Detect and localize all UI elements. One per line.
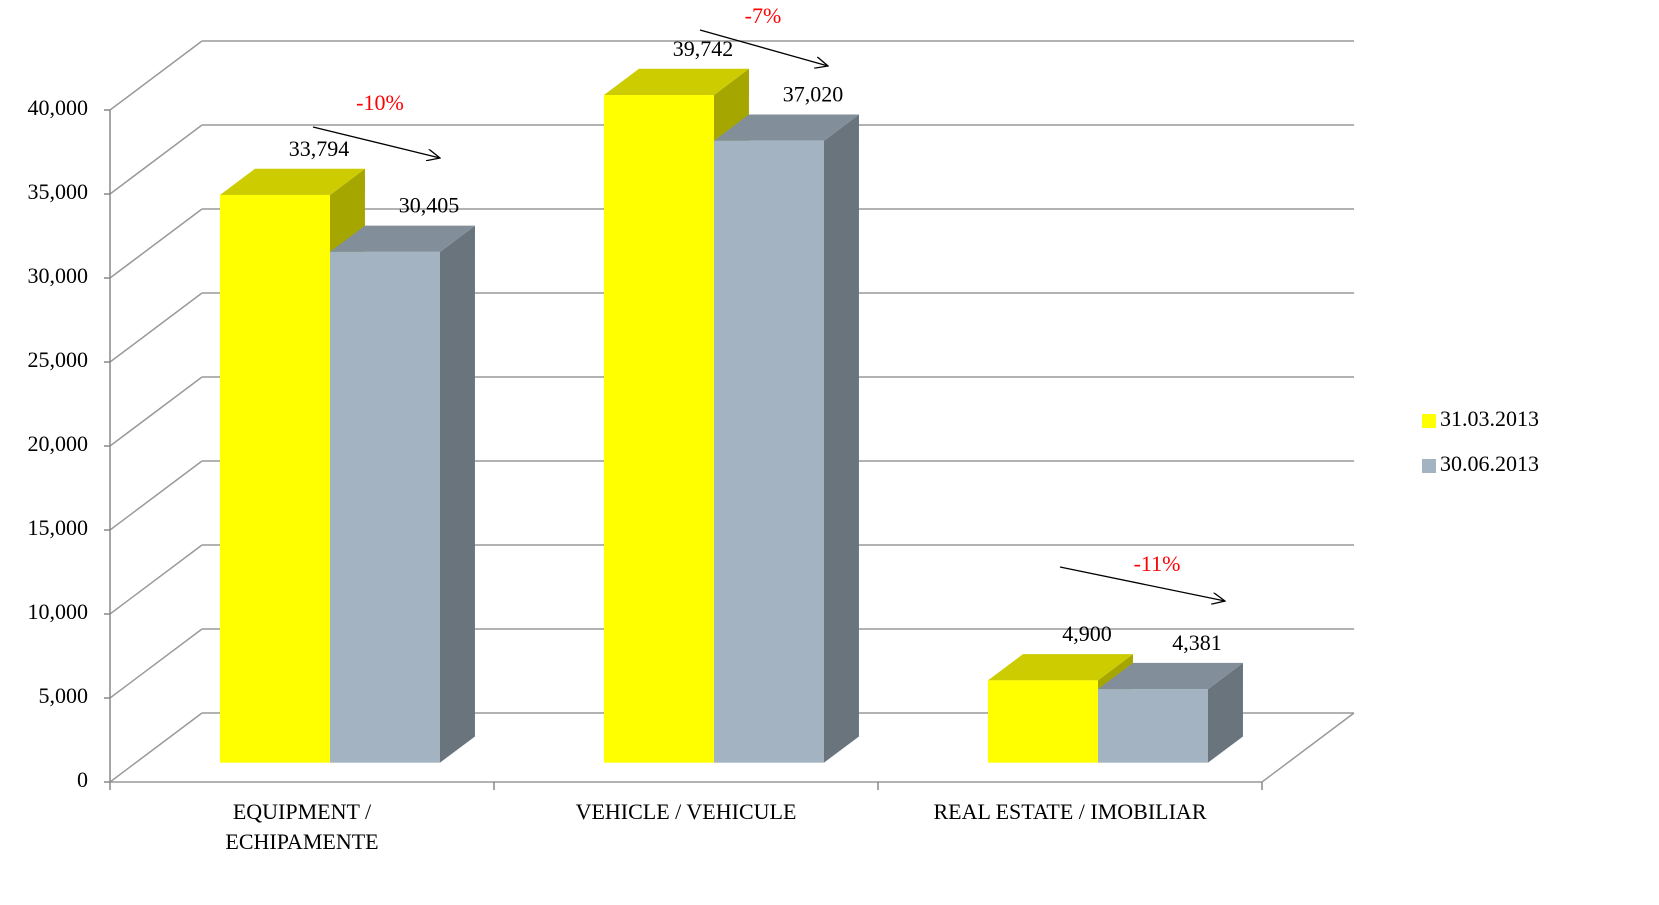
bar-top: [714, 114, 859, 141]
data-label: 4,381: [1172, 630, 1222, 655]
bar-side: [1208, 662, 1243, 763]
annotation-arrow: [699, 29, 828, 66]
annotation: -7%: [745, 3, 782, 28]
y-tick-label: 30,000: [28, 263, 89, 288]
annotation-arrow: [1059, 566, 1225, 601]
y-tick-label: 25,000: [28, 347, 89, 372]
y-tick-label: 5,000: [39, 683, 89, 708]
x-tick-label: REAL ESTATE / IMOBILIAR: [933, 799, 1207, 824]
legend-swatch: [1422, 459, 1436, 473]
y-tick-label: 40,000: [28, 95, 89, 120]
grid-line: [109, 544, 203, 615]
y-tick-label: 10,000: [28, 599, 89, 624]
x-tick-label: EQUIPMENT / ECHIPAMENTE: [225, 799, 379, 854]
grid-line: [109, 712, 203, 783]
annotation: -10%: [356, 90, 404, 115]
x-tick-label: VEHICLE / VEHICULE: [575, 799, 797, 824]
bar-side: [440, 225, 475, 763]
legend-swatch: [1422, 414, 1436, 428]
bar: [1098, 689, 1208, 763]
data-label: 30,405: [399, 193, 460, 218]
data-label: 37,020: [783, 82, 844, 107]
bar-top: [604, 68, 749, 96]
y-tick-label: 20,000: [28, 431, 89, 456]
y-tick-label: 15,000: [28, 515, 89, 540]
y-tick-label: 35,000: [28, 179, 89, 204]
data-label: 4,900: [1062, 621, 1112, 646]
bar-side: [824, 114, 859, 763]
grid-line: [109, 292, 203, 363]
bar-top: [330, 225, 475, 252]
bar-top: [1098, 662, 1243, 690]
grid-line: [109, 208, 203, 279]
bar-top: [988, 654, 1133, 681]
grid-line: [109, 124, 203, 195]
bar: [988, 680, 1098, 763]
grid-line: [109, 628, 203, 699]
legend-label: 31.03.2013: [1440, 406, 1539, 431]
grid-line: [109, 460, 203, 531]
bar: [220, 194, 330, 763]
data-label: 39,742: [673, 36, 734, 61]
annotation: -11%: [1134, 551, 1181, 576]
legend-label: 30.06.2013: [1440, 451, 1539, 476]
grid-line: [109, 376, 203, 447]
grid-line: [109, 40, 203, 111]
data-label: 33,794: [289, 136, 350, 161]
bar-top: [220, 168, 365, 195]
bar: [714, 140, 824, 763]
bar: [330, 251, 440, 763]
bar: [604, 95, 714, 763]
annotation-arrow: [312, 126, 440, 158]
y-tick-label: 0: [77, 767, 88, 792]
